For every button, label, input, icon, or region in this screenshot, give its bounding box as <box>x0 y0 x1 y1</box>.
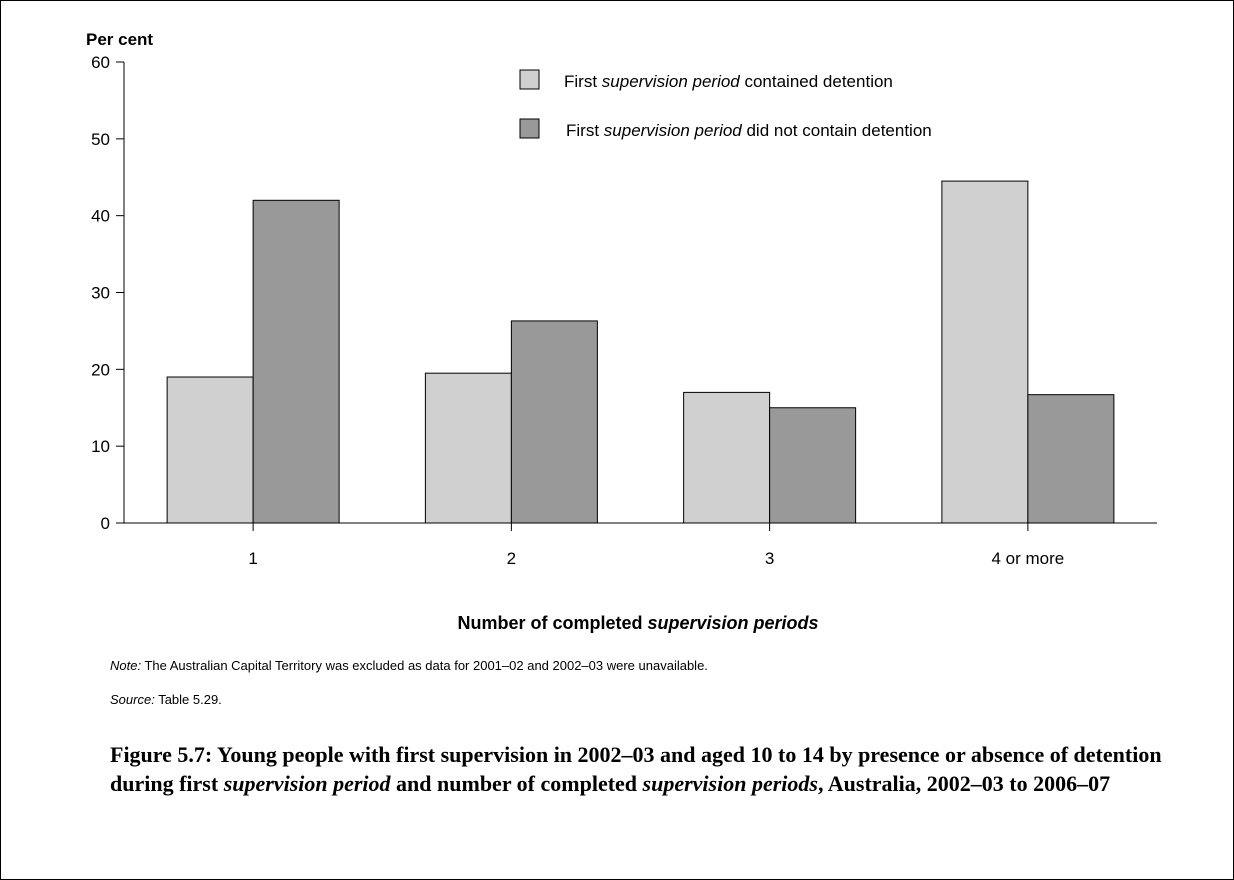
legend-label-part: contained detention <box>740 72 893 91</box>
x-axis: 1 2 3 4 or more <box>124 522 1157 568</box>
caption-part: and number of completed <box>390 771 643 796</box>
caption-italic: supervision periods <box>642 771 818 796</box>
legend-label-part: supervision period <box>604 121 743 140</box>
x-axis-label-italic: supervision periods <box>647 613 818 633</box>
x-axis-label-part: Number of completed <box>457 613 647 633</box>
bar-series-2 <box>769 407 857 524</box>
bars <box>166 180 1115 524</box>
legend-label-part: First <box>564 72 602 91</box>
source: Source: Table 5.29. <box>110 692 222 707</box>
y-tick-label: 0 <box>101 514 110 533</box>
legend-label-2: First supervision period did not contain… <box>566 121 932 140</box>
caption-italic: supervision period <box>223 771 391 796</box>
figure-caption: Figure 5.7: Young people with first supe… <box>110 740 1200 798</box>
legend-label-part: supervision period <box>602 72 741 91</box>
legend-swatch-2 <box>519 118 540 139</box>
x-tick-label: 2 <box>507 549 516 568</box>
x-tick-label: 4 or more <box>992 549 1065 568</box>
y-tick-label: 40 <box>91 207 110 226</box>
source-label: Source: <box>110 692 155 707</box>
bar-series-1 <box>683 391 771 524</box>
caption-part: Figure 5.7: Young people with first supe… <box>110 742 1162 796</box>
bar-series-2 <box>510 320 598 524</box>
legend: First supervision period contained deten… <box>519 69 932 140</box>
bar-series-1 <box>941 180 1029 524</box>
legend-swatch-1 <box>519 69 540 90</box>
y-tick-label: 60 <box>91 53 110 72</box>
x-tick-label: 1 <box>248 549 257 568</box>
legend-label-part: First <box>566 121 604 140</box>
bar-series-1 <box>424 372 512 524</box>
note-text: The Australian Capital Territory was exc… <box>141 658 708 673</box>
y-tick-label: 20 <box>91 360 110 379</box>
legend-label-1: First supervision period contained deten… <box>564 72 893 91</box>
bar-series-2 <box>1027 394 1115 524</box>
bar-series-2 <box>252 199 340 524</box>
x-tick-label: 3 <box>765 549 774 568</box>
x-axis-label: Number of completed supervision periods <box>457 613 818 633</box>
bar-series-1 <box>166 376 254 524</box>
y-tick-label: 50 <box>91 130 110 149</box>
note-label: Note: <box>110 658 142 673</box>
y-axis-label: Per cent <box>86 30 153 49</box>
note: Note: The Australian Capital Territory w… <box>110 658 708 673</box>
source-text: Table 5.29. <box>154 692 222 707</box>
y-tick-label: 30 <box>91 284 110 303</box>
caption-part: , Australia, 2002–03 to 2006–07 <box>817 771 1111 796</box>
bar-chart: Per cent 0 10 20 30 40 50 60 1 2 3 4 or more Firs… <box>86 30 1157 633</box>
legend-label-part: did not contain detention <box>742 121 932 140</box>
y-tick-label: 10 <box>91 437 110 456</box>
y-axis: 0 10 20 30 40 50 60 <box>91 53 125 533</box>
